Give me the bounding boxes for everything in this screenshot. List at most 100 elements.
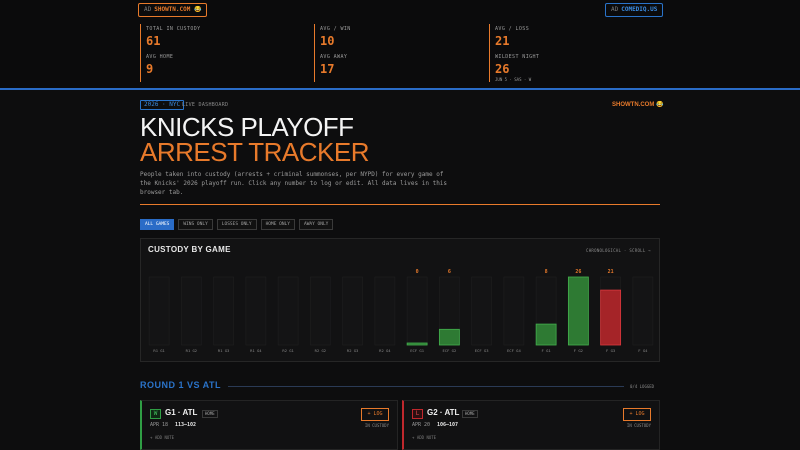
x-tick-label: ECF G2 <box>443 348 457 353</box>
x-tick-label: ECF G3 <box>475 348 489 353</box>
game-name: G2 · ATL <box>427 408 460 417</box>
filter-bar: ALL GAMES WINS ONLY LOSSES ONLY HOME ONL… <box>140 219 334 230</box>
result-badge: L <box>412 409 423 419</box>
stat-label: AVG HOME <box>146 54 174 60</box>
filter-wins-only[interactable]: WINS ONLY <box>178 219 213 230</box>
filter-away-only[interactable]: AWAY ONLY <box>298 219 334 230</box>
stat-sub: JUN 5 · SAS · W <box>495 77 532 82</box>
bar[interactable] <box>438 328 460 346</box>
ad-banner-comediq[interactable]: AD COMEDIQ.US <box>605 3 664 17</box>
bar-slot[interactable] <box>374 276 396 346</box>
header-divider <box>0 88 800 90</box>
x-tick-label: R2 G1 <box>282 348 294 353</box>
round-logged-count: 0/4 LOGGED <box>630 384 655 389</box>
log-button[interactable]: + LOG <box>361 408 389 421</box>
bar-slot[interactable] <box>245 276 267 346</box>
x-tick-label: F G2 <box>574 348 583 353</box>
page-title-line1: KNICKS PLAYOFF <box>140 112 354 142</box>
bar-slot[interactable] <box>181 276 202 346</box>
bar-value-label: 26 <box>575 269 581 275</box>
chart-title: CUSTODY BY GAME <box>148 245 231 254</box>
stat-wildest-night: WILDEST NIGHT 26 JUN 5 · SAS · W <box>489 52 649 82</box>
bar[interactable] <box>567 276 589 346</box>
stat-label: WILDEST NIGHT <box>495 54 540 60</box>
in-custody-label: IN CUSTODY <box>626 423 651 428</box>
game-card[interactable]: L G2 · ATL HOME APR 20 106–107 + ADD NOT… <box>402 400 660 450</box>
stat-value: 21 <box>495 34 510 48</box>
stat-value: 10 <box>320 34 335 48</box>
in-custody-label: IN CUSTODY <box>364 423 389 428</box>
filter-losses-only[interactable]: LOSSES ONLY <box>216 219 257 230</box>
stat-avg-win: AVG / WIN 10 <box>314 24 474 54</box>
stat-avg-away: AVG AWAY 17 <box>314 52 474 82</box>
chart-sort-label[interactable]: CHRONOLOGICAL · SCROLL → <box>586 248 651 253</box>
x-tick-label: R1 G2 <box>186 348 197 353</box>
x-tick-label: F G3 <box>606 348 615 353</box>
stats-strip: AD SHOWTN.COM 😂 AD COMEDIQ.US TOTAL IN CUS… <box>0 0 800 88</box>
game-card[interactable]: W G1 · ATL HOME APR 18 113–102 + ADD NOT… <box>140 400 398 450</box>
x-tick-label: R2 G3 <box>347 348 358 353</box>
bar-slot[interactable] <box>471 276 492 346</box>
page-title-line2: ARREST TRACKER <box>140 137 369 167</box>
bar-slot[interactable] <box>632 276 654 346</box>
stat-value: 17 <box>320 62 335 76</box>
x-tick-label: ECF G4 <box>507 348 521 353</box>
game-date: APR 18 <box>150 422 169 428</box>
game-score: 113–102 <box>175 422 197 428</box>
round-title: ROUND 1 VS ATL <box>140 380 222 390</box>
add-note-link[interactable]: + ADD NOTE <box>412 435 437 440</box>
bar-slot[interactable] <box>277 276 299 346</box>
live-dashboard-label: LIVE DASHBOARD <box>182 102 229 108</box>
stat-value: 26 <box>495 62 510 76</box>
filter-all-games[interactable]: ALL GAMES <box>140 219 175 230</box>
stat-total-in-custody: TOTAL IN CUSTODY 61 <box>140 24 300 54</box>
log-button[interactable]: + LOG <box>623 408 651 421</box>
location-badge: HOME <box>462 410 478 418</box>
ad-text: SHOWTN.COM 😂 <box>154 6 202 13</box>
game-score: 106–107 <box>437 422 459 428</box>
stat-avg-home: AVG HOME 9 <box>140 52 300 82</box>
bar-slot[interactable] <box>310 276 331 346</box>
location-badge: HOME <box>202 410 218 418</box>
bar-value-label: 6 <box>448 269 451 275</box>
x-tick-label: R2 G2 <box>315 348 326 353</box>
stat-value: 61 <box>146 34 161 48</box>
stat-value: 9 <box>146 62 154 76</box>
round-divider <box>228 386 624 387</box>
ad-tag: AD <box>144 6 152 13</box>
bar-value-label: 0 <box>416 269 419 275</box>
ad-tag: AD <box>611 6 619 13</box>
bar-value-label: 8 <box>545 269 548 275</box>
bar-slot[interactable] <box>406 276 428 346</box>
x-tick-label: ECF G1 <box>410 348 424 353</box>
bar-slot[interactable] <box>148 276 170 346</box>
x-tick-label: F G4 <box>638 348 648 353</box>
x-tick-label: R1 G1 <box>153 348 165 353</box>
add-note-link[interactable]: + ADD NOTE <box>150 435 175 440</box>
x-tick-label: R2 G4 <box>379 348 391 353</box>
bar-value-label: 21 <box>608 269 614 275</box>
x-tick-label: F G1 <box>542 348 552 353</box>
custody-chart-card: R1 G1 R1 G2 R1 G3 R1 G4 R2 G1 R2 G2 R2 G3 R2 G4… <box>140 238 660 362</box>
x-tick-label: R1 G3 <box>218 348 229 353</box>
bar[interactable] <box>406 342 428 346</box>
bar[interactable] <box>535 323 557 346</box>
game-name: G1 · ATL <box>165 408 198 417</box>
stat-label: AVG AWAY <box>320 54 348 60</box>
filter-home-only[interactable]: HOME ONLY <box>260 219 295 230</box>
bar-slot[interactable] <box>342 276 363 346</box>
main-content: 2026 · NYC LIVE DASHBOARD SHOWTN.COM 😂 K… <box>0 90 800 450</box>
custody-chart[interactable]: R1 G1 R1 G2 R1 G3 R1 G4 R2 G1 R2 G2 R2 G3 R2 G4… <box>141 239 661 363</box>
stat-label: TOTAL IN CUSTODY <box>146 26 201 32</box>
ad-banner-showtn[interactable]: AD SHOWTN.COM 😂 <box>138 3 208 17</box>
bar-slot[interactable] <box>503 276 525 346</box>
bar-slot[interactable] <box>213 276 234 346</box>
stat-label: AVG / LOSS <box>495 26 530 32</box>
ad-text: COMEDIQ.US <box>621 6 658 13</box>
bar[interactable] <box>600 289 622 346</box>
x-tick-label: R1 G4 <box>250 348 262 353</box>
title-divider <box>140 204 660 205</box>
brand-link[interactable]: SHOWTN.COM 😂 <box>612 102 664 108</box>
stat-label: AVG / WIN <box>320 26 351 32</box>
year-tag: 2026 · NYC <box>140 100 185 110</box>
